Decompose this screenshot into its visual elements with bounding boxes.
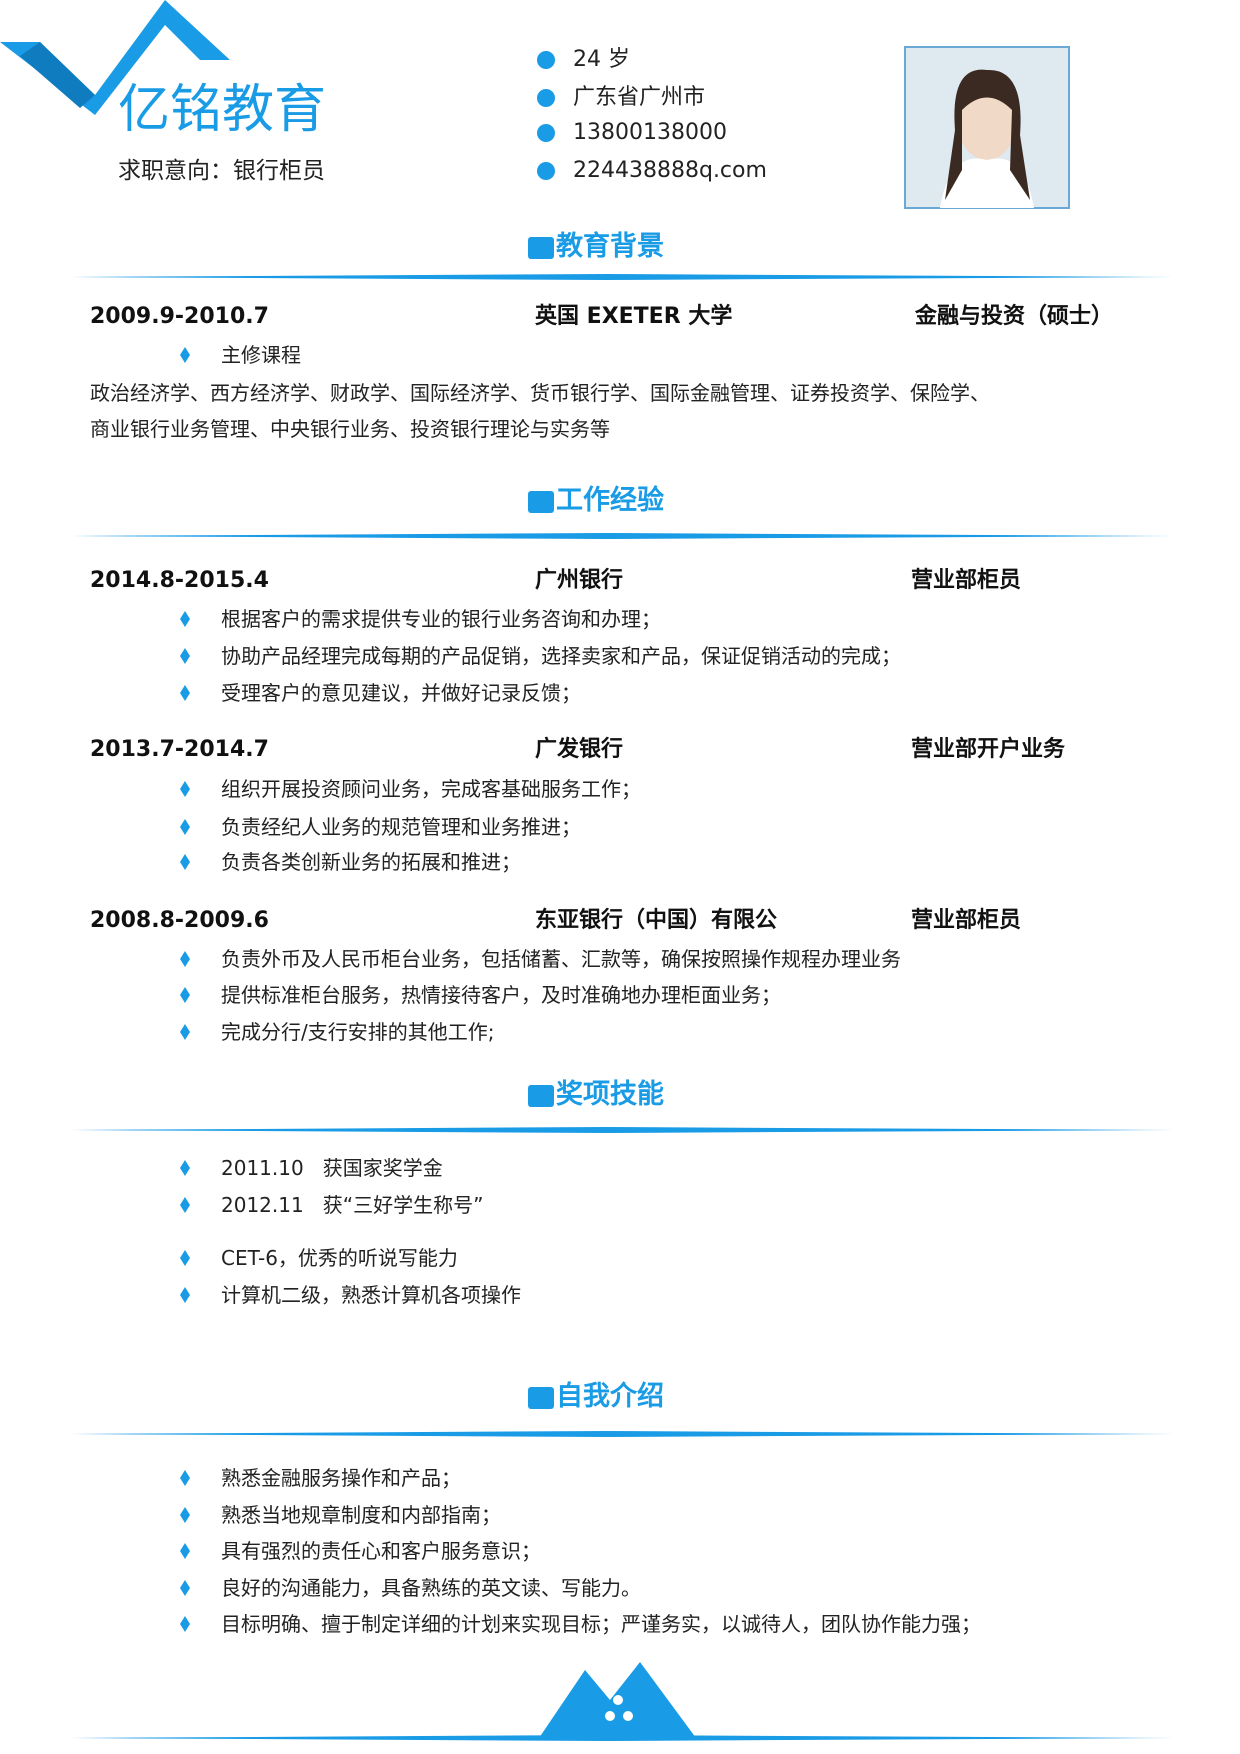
footer-dot [605,1711,615,1721]
info-item: 24 岁 [573,46,630,72]
bullet-diamond [180,1250,190,1266]
job-role: 营业部开户业务 [911,736,1066,762]
job-role: 营业部柜员 [911,567,1022,593]
bullet-diamond [180,1024,190,1040]
intro-item: 良好的沟通能力，具备熟练的英文读、写能力。 [221,1576,641,1600]
bullet-diamond [180,819,190,835]
photo-body [940,158,1034,208]
job-company: 广发银行 [535,736,624,762]
section-title: 工作经验 [556,484,664,516]
bullet-diamond [180,1580,190,1596]
bullet-diamond [180,1287,190,1303]
logo-chevron [0,0,230,115]
job-duty: 完成分行/支行安排的其他工作; [221,1020,495,1044]
job-role: 营业部柜员 [911,907,1022,933]
section-title: 奖项技能 [556,1078,664,1110]
job-duty: 受理客户的意见建议，并做好记录反馈； [221,681,581,705]
section-line [70,274,1175,280]
edu-degree: 金融与投资（硕士） [915,303,1114,329]
bullet-diamond [180,1507,190,1523]
info-item: 224438888q.com [573,157,767,183]
section-icon [528,1387,554,1409]
bullet-diamond [180,987,190,1003]
bullet-diamond [180,951,190,967]
job-duty: 负责外币及人民币柜台业务，包括储蓄、汇款等，确保按照操作规程办理业务 [221,947,901,971]
section-line [70,1127,1175,1133]
job-company: 东亚银行（中国）有限公 [535,907,778,933]
logo-chevron-shade [20,42,95,108]
info-icon [537,89,555,107]
bullet-diamond [180,1616,190,1632]
intro-item: 具有强烈的责任心和客户服务意识； [221,1539,541,1563]
bullet-diamond [180,854,190,870]
edu-school: 英国 EXETER 大学 [535,303,733,329]
info-icon [537,124,555,142]
job-date: 2013.7-2014.7 [90,736,269,762]
photo-hair [945,69,1030,201]
job-date: 2014.8-2015.4 [90,567,269,593]
section-icon [528,491,554,513]
section-icon [528,1085,554,1107]
bullet-diamond [180,781,190,797]
bullet-diamond [180,648,190,664]
job-intent: 求职意向：银行柜员 [118,158,325,185]
bullet-diamond [180,1160,190,1176]
section-title: 教育背景 [556,230,664,262]
bullet-diamond [180,1197,190,1213]
course-line: 商业银行业务管理、中央银行业务、投资银行理论与实务等 [90,417,610,441]
bullet-diamond [180,347,190,363]
job-duty: 负责各类创新业务的拓展和推进； [221,850,521,874]
award-item: 2011.10 获国家奖学金 [221,1156,443,1180]
info-item: 广东省广州市 [573,84,706,110]
name: 亿铭教育 [118,79,327,140]
footer-dot [623,1711,633,1721]
course-label: 主修课程 [221,343,301,367]
edu-date: 2009.9-2010.7 [90,303,269,329]
bullet-diamond [180,1470,190,1486]
info-icon [537,51,555,69]
section-line [70,1431,1175,1437]
job-duty: 负责经纪人业务的规范管理和业务推进； [221,815,581,839]
bullet-diamond [180,1543,190,1559]
info-icon [537,162,555,180]
job-duty: 协助产品经理完成每期的产品促销，选择卖家和产品，保证促销活动的完成； [221,644,901,668]
bullet-diamond [180,685,190,701]
award-item: CET-6，优秀的听说写能力 [221,1246,458,1270]
job-duty: 提供标准柜台服务，热情接待客户，及时准确地办理柜面业务； [221,983,781,1007]
section-icon [528,237,554,259]
footer-dot [613,1695,623,1705]
intro-item: 目标明确、擅于制定详细的计划来实现目标；严谨务实，以诚待人，团队协作能力强； [221,1612,981,1636]
award-item: 2012.11 获“三好学生称号” [221,1193,484,1217]
footer-line [70,1735,1175,1741]
bullet-diamond [180,611,190,627]
info-item: 13800138000 [573,119,727,145]
award-item: 计算机二级，熟悉计算机各项操作 [221,1283,521,1307]
section-line [70,533,1175,539]
job-duty: 根据客户的需求提供专业的银行业务咨询和办理； [221,607,661,631]
job-company: 广州银行 [535,567,624,593]
course-line: 政治经济学、西方经济学、财政学、国际经济学、货币银行学、国际金融管理、证券投资学… [90,381,990,405]
job-date: 2008.8-2009.6 [90,907,269,933]
section-title: 自我介绍 [556,1380,664,1412]
intro-item: 熟悉当地规章制度和内部指南； [221,1503,501,1527]
intro-item: 熟悉金融服务操作和产品； [221,1466,461,1490]
job-duty: 组织开展投资顾问业务，完成客基础服务工作； [221,777,641,801]
